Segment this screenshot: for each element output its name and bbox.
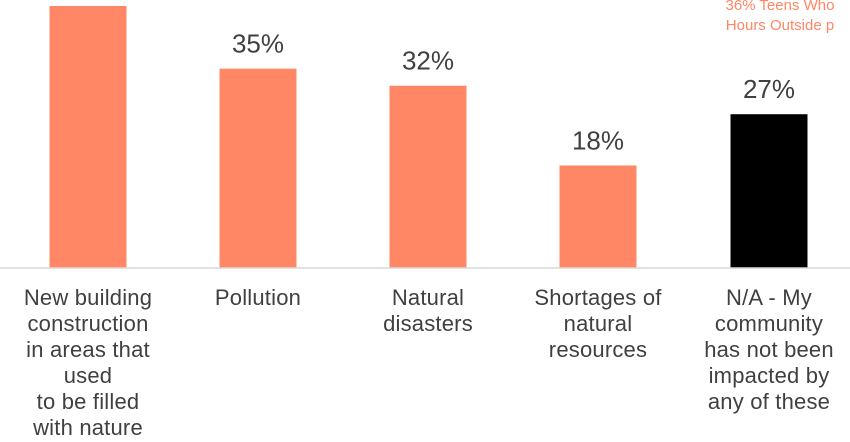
bar-5 [730, 114, 808, 268]
category-label-4: Shortages of natural resources [534, 285, 662, 362]
bar-4 [559, 165, 637, 268]
chart-annotation: 36% Teens Who Hours Outside p [680, 0, 850, 36]
category-label-5: N/A - My community has not been impacted… [704, 285, 834, 414]
category-label-1: New building construction in areas that … [23, 285, 153, 440]
value-label-3: 32% [402, 46, 454, 76]
value-label-2: 35% [232, 29, 284, 59]
category-label-3: Natural disasters [383, 285, 473, 336]
value-label-5: 27% [743, 74, 795, 104]
value-labels-group: 35% 32% 18% 27% [232, 29, 795, 156]
bar-2 [219, 68, 297, 268]
annotation-line-2: Hours Outside p [725, 17, 835, 34]
annotation-line-1: 36% Teens Who [725, 0, 835, 14]
bar-3 [389, 85, 467, 268]
category-label-2: Pollution [214, 285, 302, 310]
bar-1 [49, 6, 127, 268]
value-label-4: 18% [572, 125, 624, 155]
bars-group [49, 6, 808, 268]
